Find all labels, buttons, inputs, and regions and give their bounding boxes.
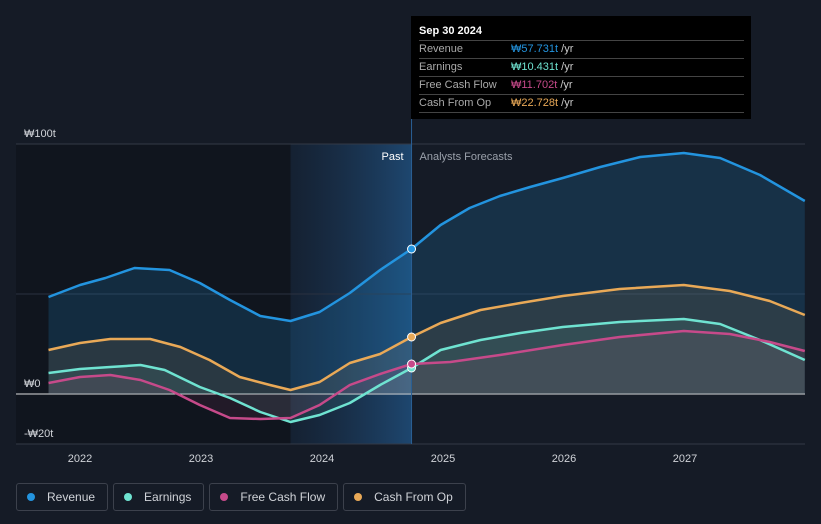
tooltip-date: Sep 30 2024: [419, 25, 482, 37]
tooltip-value: ₩57.731t /yr: [511, 41, 573, 58]
past-label: Past: [382, 151, 404, 163]
x-tick-label: 2026: [552, 453, 576, 465]
x-tick-label: 2027: [673, 453, 697, 465]
value: ₩22.728t: [511, 97, 559, 109]
line-earnings: [48, 317, 806, 424]
area-earnings: [48, 319, 805, 422]
y-tick-label: ₩0: [24, 378, 41, 390]
unit: /yr: [561, 61, 574, 73]
unit: /yr: [561, 97, 574, 109]
revenue-dot-icon: [27, 493, 35, 501]
tooltip-value: ₩22.728t /yr: [511, 95, 573, 112]
y-tick-label: ₩100t: [24, 128, 56, 140]
area-cash-from-op: [48, 285, 805, 394]
tooltip-label: Revenue: [419, 43, 464, 55]
cfo-dot-icon: [354, 493, 363, 501]
fcf-dot-icon: [220, 493, 229, 501]
x-tick-label: 2024: [310, 453, 334, 465]
value: ₩57.731t: [511, 43, 559, 55]
line-cash-from-op: [48, 283, 806, 392]
legend-label: Earnings: [144, 490, 192, 504]
x-tick-label: 2023: [189, 453, 213, 465]
tooltip-value: ₩11.702t /yr: [511, 77, 573, 94]
area-revenue: [48, 153, 805, 394]
legend-cash-from-op[interactable]: Cash From Op: [343, 483, 466, 511]
tooltip-label: Cash From Op: [419, 97, 492, 109]
legend-label: Cash From Op: [374, 490, 453, 504]
legend-revenue[interactable]: Revenue: [16, 483, 109, 511]
tooltip-value: ₩10.431t /yr: [511, 59, 573, 76]
legend-label: Free Cash Flow: [240, 490, 326, 504]
unit: /yr: [561, 43, 574, 55]
value: ₩11.702t: [511, 79, 558, 91]
legend-earnings[interactable]: Earnings: [113, 483, 205, 511]
forecast-label: Analysts Forecasts: [420, 151, 513, 163]
area-free-cash-flow: [48, 331, 805, 419]
earnings-dot-icon: [124, 493, 133, 501]
marker-cash-from-op: [407, 332, 417, 342]
tooltip-row-revenue: Revenue ₩57.731t /yr: [419, 40, 744, 58]
tooltip-label: Free Cash Flow: [419, 79, 497, 91]
marker-free-cash-flow: [407, 359, 417, 369]
line-free-cash-flow: [48, 329, 806, 421]
value: ₩10.431t: [511, 61, 559, 73]
y-tick-label: -₩20t: [24, 428, 53, 440]
marker-revenue: [407, 244, 417, 254]
x-tick-label: 2025: [431, 453, 455, 465]
legend: Revenue Earnings Free Cash Flow Cash Fro…: [16, 483, 466, 511]
tooltip: Sep 30 2024 Revenue ₩57.731t /yr Earnings…: [411, 16, 751, 119]
legend-label: Revenue: [47, 490, 96, 504]
tooltip-row-fcf: Free Cash Flow ₩11.702t /yr: [419, 76, 744, 94]
tooltip-row-cfo: Cash From Op ₩22.728t /yr: [419, 94, 744, 113]
line-revenue: [48, 151, 806, 323]
unit: /yr: [560, 79, 573, 91]
tooltip-label: Earnings: [419, 61, 463, 73]
legend-free-cash-flow[interactable]: Free Cash Flow: [209, 483, 339, 511]
x-tick-label: 2022: [68, 453, 92, 465]
tooltip-row-earnings: Earnings ₩10.431t /yr: [419, 58, 744, 76]
